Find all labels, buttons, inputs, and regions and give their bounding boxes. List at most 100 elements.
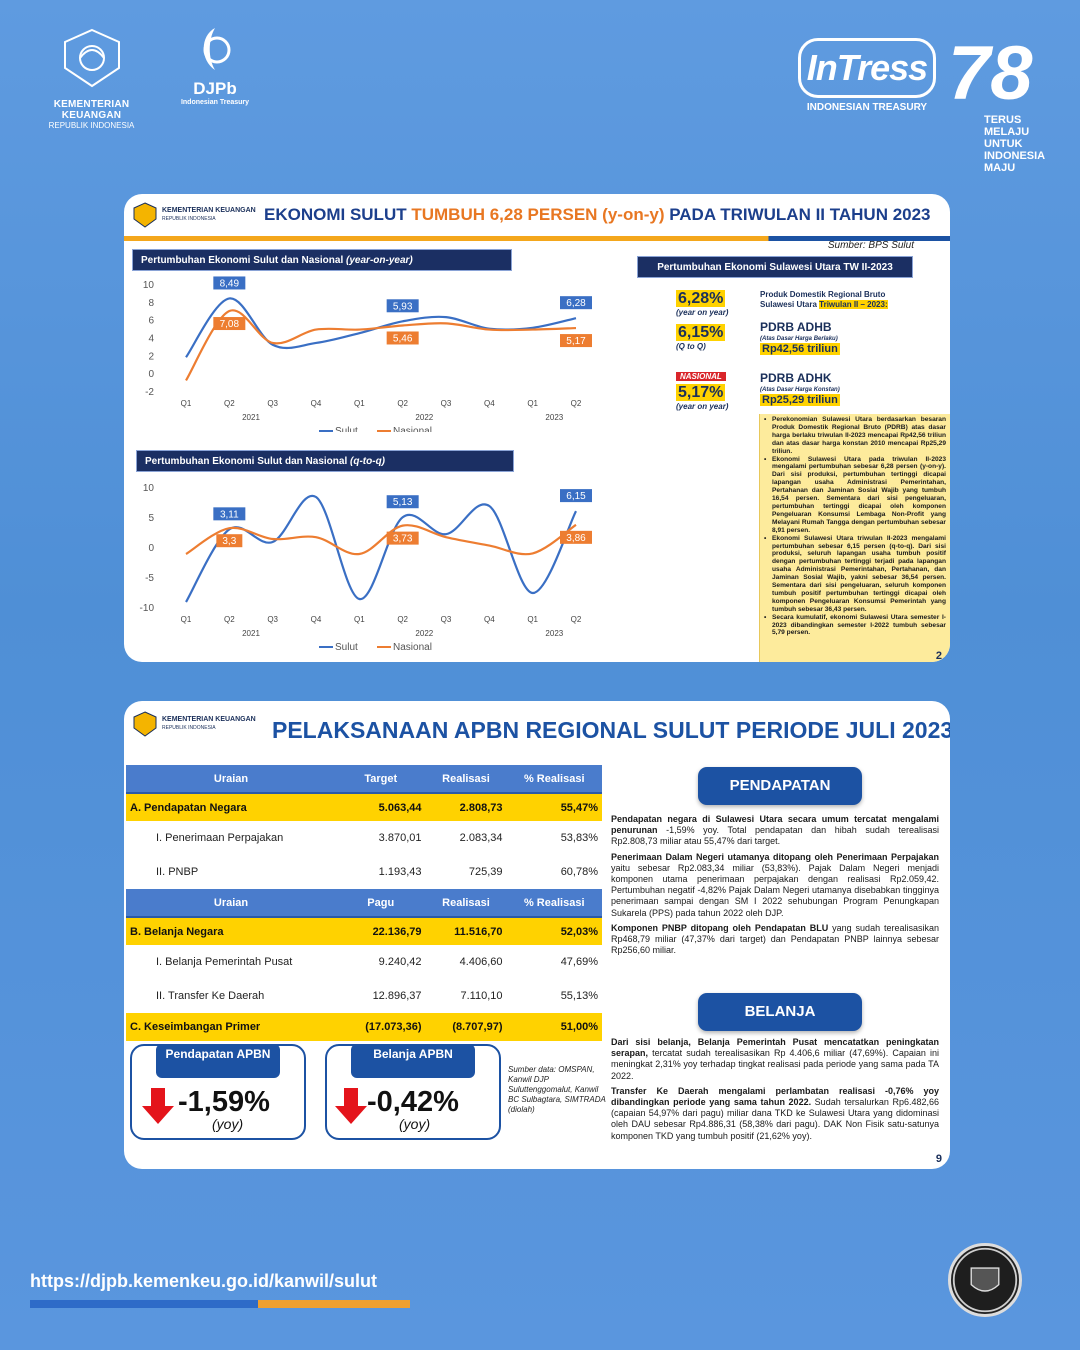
slide2-logo: KEMENTERIAN KEUANGAN REPUBLIK INDONESIA [132,711,256,737]
year-label: 2023 [545,629,563,638]
apbn-table: Uraian Target Realisasi % Realisasi A. P… [126,765,602,1041]
data-label-box [560,334,592,348]
slide2-header: KEMENTERIAN KEUANGAN REPUBLIK INDONESIA P… [124,701,950,745]
footer-url[interactable]: https://djpb.kemenkeu.go.id/kanwil/sulut [30,1271,378,1291]
series-line-nasional [185,309,577,381]
year-label: 2022 [415,629,433,638]
slide1-header: KEMENTERIAN KEUANGAN REPUBLIK INDONESIA E… [124,194,950,241]
y-tick-label: 10 [143,280,155,291]
intress-wordmark: InTress [798,38,936,98]
pdrb-adhk: PDRB ADHK (Atas Dasar Harga Konstan) Rp2… [760,371,840,406]
djpb-mark-icon [203,28,231,70]
series-line-nasional [185,523,577,556]
kpi-nasional: NASIONAL 5,17% (year on year) [676,372,729,411]
year-label: 2022 [415,413,433,422]
x-tick-label: Q1 [181,615,192,624]
x-tick-label: Q1 [354,399,365,408]
right-panel-title: Pertumbuhan Ekonomi Sulawesi Utara TW II… [637,256,913,278]
stat-value: -1,59% [178,1086,270,1118]
slide2-title: PELAKSANAAN APBN REGIONAL SULUT PERIODE … [272,717,950,743]
legend-label: Nasional [393,642,432,653]
data-label-box [560,489,592,503]
stat-yoy: (yoy) [212,1116,244,1132]
x-tick-label: Q2 [571,615,582,624]
stat-label: Pendapatan APBN [156,1044,280,1078]
series-line-sulut [185,494,577,603]
data-label: 5,93 [393,301,413,312]
kpi-yoy: 6,28% (year on year) [676,290,729,317]
year-label: 2023 [545,413,563,422]
header: KEMENTERIAN KEUANGAN REPUBLIK INDONESIA … [0,20,1080,180]
page-number: 2 [935,650,942,662]
pdrb-adhb: PDRB ADHB (Atas Dasar Harga Berlaku) Rp4… [760,320,840,355]
table-header: Uraian Pagu Realisasi % Realisasi [126,889,602,918]
data-label: 5,17 [566,336,586,347]
ri78-logo: 78 TERUS MELAJU UNTUK INDONESIA MAJU [948,34,1058,175]
slide-apbn: KEMENTERIAN KEUANGAN REPUBLIK INDONESIA P… [124,701,950,1169]
year-label: 2021 [242,629,260,638]
data-label: 3,86 [566,533,586,544]
kpi-qtq: 6,15% (Q to Q) [676,324,726,351]
footer-bar [30,1300,410,1308]
x-tick-label: Q1 [354,615,365,624]
chart-yoy: 10 8 6 4 2 0 -2 Q1 Q2 Q3 Q4 Q1 Q2 Q3 Q4 Q1 Q2 2021 2022 202… [143,276,592,432]
pendapatan-text: Pendapatan negara di Sulawesi Utara seca… [611,814,939,956]
x-tick-label: Q3 [267,615,278,624]
arrow-down-icon [142,1088,174,1124]
x-tick-label: Q4 [484,615,495,624]
data-label: 6,15 [566,491,586,502]
data-source: Sumber data: OMSPAN, Kanwil DJP Sulutten… [508,1065,606,1114]
chart1-title: Pertumbuhan Ekonomi Sulut dan Nasional (… [132,249,512,271]
table-header: Uraian Target Realisasi % Realisasi [126,765,602,794]
y-tick-label: 0 [148,543,154,554]
chart-qtq: 10 5 0 -5 -10 Q1 Q2 Q3 Q4 Q1 Q2 Q3 Q4 Q1 Q2 2021 2022 202… [140,483,592,653]
data-label-box [213,317,246,331]
year-label: 2021 [242,413,260,422]
data-label-box [213,276,246,290]
belanja-heading: BELANJA [698,993,862,1031]
x-tick-label: Q3 [441,615,452,624]
bullet-item: Secara kumulatif, ekonomi Sulawesi Utara… [764,614,946,638]
x-tick-label: Q2 [397,399,408,408]
summary-bullets: Perekonomian Sulawesi Utara berdasarkan … [759,414,950,662]
bullet-item: Perekonomian Sulawesi Utara berdasarkan … [764,416,946,456]
stat-label: Belanja APBN [351,1044,475,1078]
kemenkeu-subname: REPUBLIK INDONESIA [48,121,135,130]
x-tick-label: Q4 [311,399,322,408]
x-tick-label: Q2 [224,615,235,624]
legend-label: Sulut [335,426,358,432]
arrow-down-icon [335,1088,367,1124]
intress-logo: InTress INDONESIAN TREASURY [798,38,936,113]
data-label: 3,73 [393,534,413,545]
x-tick-label: Q2 [224,399,235,408]
ri78-tagline: TERUS MELAJU UNTUK INDONESIA MAJU [984,114,1046,174]
title-underline [124,236,950,241]
data-label-box [560,530,592,544]
table-row: II. PNBP 1.193,43 725,39 60,78% [156,866,598,878]
stat-value: -0,42% [367,1086,459,1118]
bullet-item: Ekonomi Sulawesi Utara pada triwulan II-… [764,456,946,535]
kemenkeu-emblem-icon [133,202,157,228]
slide-economic-growth: KEMENTERIAN KEUANGAN REPUBLIK INDONESIA E… [124,194,950,662]
x-tick-label: Q1 [527,615,538,624]
y-tick-label: -10 [140,603,155,614]
x-tick-label: Q3 [267,399,278,408]
kemenkeu-emblem-icon [133,711,157,737]
table-row: I. Penerimaan Perpajakan 3.870,01 2.083,… [156,832,598,844]
pdrb-intro: Produk Domestik Regional Bruto Sulawesi … [760,290,888,309]
pendapatan-heading: PENDAPATAN [698,767,862,805]
stat-belanja: Belanja APBN -0,42% (yoy) [325,1044,501,1140]
kemenkeu-logo: KEMENTERIAN KEUANGAN REPUBLIK INDONESIA [24,28,159,130]
djpb-subname: Indonesian Treasury [180,99,250,106]
x-tick-label: Q4 [484,399,495,408]
x-tick-label: Q4 [311,615,322,624]
y-tick-label: -2 [145,387,154,398]
y-tick-label: 4 [148,334,154,345]
data-label-box [213,507,246,521]
data-label: 7,08 [220,319,240,330]
nasional-tag: NASIONAL [676,372,726,381]
data-label-box [216,534,243,548]
data-label-box [386,531,419,545]
data-label: 3,3 [222,536,236,547]
slide1-title: EKONOMI SULUT TUMBUH 6,28 PERSEN (y-on-y… [264,205,931,224]
